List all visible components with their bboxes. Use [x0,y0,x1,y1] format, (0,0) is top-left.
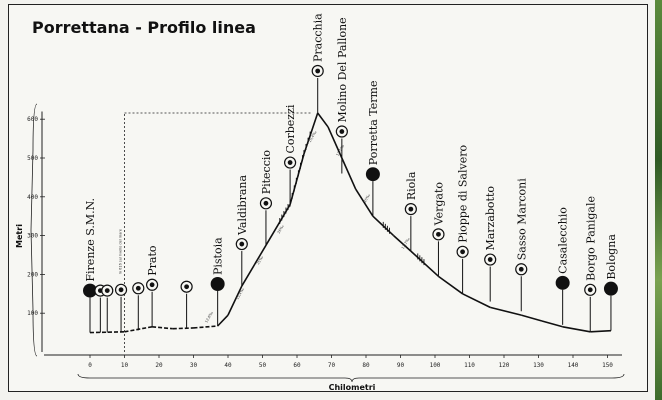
station-marker-dot [408,206,414,212]
station-marker-large [603,281,618,296]
profile-segment [172,327,194,330]
watershed-label: m 616 sul livello del mare [119,229,123,274]
profile-segment [521,314,543,322]
station-marker-dot [184,284,190,290]
x-tick-label: 150 [602,362,613,369]
profile-segment [341,157,357,190]
x-tick-label: 90 [397,362,405,369]
station-name: Firenze S.M.N. [84,198,97,282]
grade-label: 12,7‰ [401,237,411,250]
x-tick-label: 20 [155,362,163,369]
profile-segment [227,285,243,316]
station-marker-dot [436,231,441,237]
grade-label: 25‰ [363,193,371,203]
stations-layer: Firenze S.M.N. Prato Pistoia Valdibrana Pite… [83,13,618,333]
diagram-title: Porrettana - Profilo linea [32,18,256,37]
station-marker-dot [149,282,155,288]
station-marker-dot [287,160,293,165]
diagram-frame [8,4,648,392]
profile-segment [317,112,329,128]
station-name: Sasso Marconi [515,178,528,260]
station-name: Marzabotto [484,186,497,251]
grade-label: 15,4‰ [308,130,318,143]
x-tick-label: 100 [430,362,441,369]
y-tick-label: 300 [27,233,38,240]
station-name: Borgo Panigale [584,196,597,281]
station-marker-dot [339,129,345,134]
profile-segment [393,235,412,252]
station-marker-large [210,277,225,292]
grade-label: 15,4‰ [235,287,245,300]
x-axis-title: Chilometri [329,383,376,392]
y-brace [30,103,38,357]
station-name: Molino Del Pallone [336,17,349,122]
x-tick-label: 50 [259,362,267,369]
profile-segment [241,244,267,287]
x-tick-label: 60 [293,362,301,369]
x-tick-label: 30 [190,362,198,369]
grade-label: 12,1‰ [335,144,345,157]
x-tick-label: 120 [499,362,510,369]
x-tick-label: 80 [362,362,370,369]
x-tick-label: 70 [328,362,336,369]
station-name: Pioppe di Salvero [457,145,470,243]
profile-segment [541,320,563,328]
station-name: Pistoia [212,237,225,275]
grade-label: 12,6‰ [204,311,214,324]
x-tick-label: 110 [464,362,475,369]
profile-layer: m 616 sul livello del mare 12,6‰ 15,4‰ 25‰ 2… [89,112,611,352]
station-name: Valdibrana [236,175,249,237]
x-tick-label: 140 [568,362,579,369]
station-name: Casalecchio [557,207,570,274]
profile-segment [410,250,439,277]
station-name: Corbezzi [284,104,297,153]
x-tick-label: 40 [224,362,232,369]
station-name: Vergato [432,182,445,227]
profile-segment [562,325,591,333]
station-marker-dot [587,287,593,293]
station-marker-dot [315,68,321,74]
profile-segment [327,126,343,159]
y-tick-label: 400 [27,194,38,201]
station-name: Bologna [605,234,618,280]
x-tick-label: 10 [121,362,129,369]
photo-edge [655,0,662,400]
station-marker-dot [239,241,245,247]
profile-segment [193,325,218,329]
x-tick-label: 0 [88,362,92,369]
station-marker-dot [118,287,124,293]
station-marker-dot [263,200,269,206]
station-name: Piteccio [260,150,273,195]
station-marker-large [365,167,380,182]
station-marker-dot [104,288,110,293]
y-tick-label: 200 [27,271,38,278]
station-marker-dot [135,285,141,291]
station-name: Riola [405,171,418,200]
station-marker-dot [487,257,493,262]
station-name: Pracchia [312,13,325,62]
y-axis-title: Metri [15,224,24,248]
x-tick-label: 130 [533,362,544,369]
station-marker-large [555,275,570,290]
x-brace [77,373,625,383]
y-tick-label: 600 [27,116,38,123]
profile-segment [437,275,464,295]
profile-segment [590,329,611,333]
station-marker-large [83,283,97,298]
profile-segment [217,314,229,327]
profile-segment [462,293,491,309]
station-name: Porretta Terme [367,80,380,165]
profile-segment [490,306,522,316]
profile-segment [265,204,291,246]
profile-segment [152,325,173,330]
station-name: Prato [146,245,159,276]
station-marker-dot [460,249,465,255]
grade-label: 25‰ [256,255,264,265]
station-marker-dot [518,266,524,272]
grade-label: 26‰ [277,224,285,234]
profile-segment [354,188,374,217]
